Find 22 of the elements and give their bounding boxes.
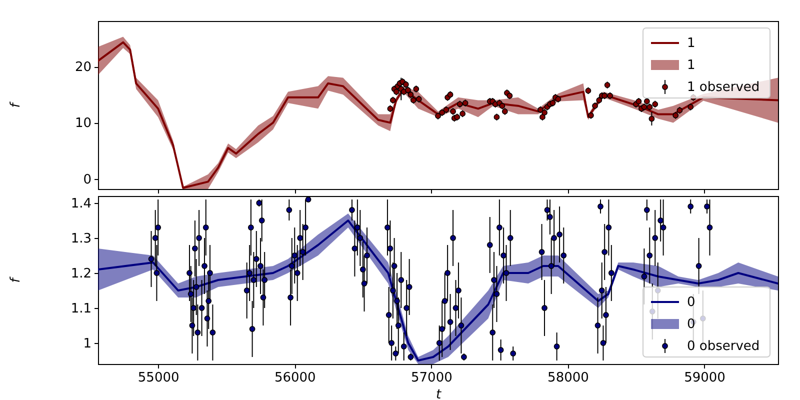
y-axis-title: f xyxy=(8,276,24,283)
text: 1 xyxy=(687,58,696,73)
y-tick-label: 0 xyxy=(83,172,92,188)
x-tick-label: 59000 xyxy=(684,370,726,386)
legend-label: 0 observed xyxy=(687,339,760,354)
legend-label: 1 observed xyxy=(687,80,760,95)
y-tick-label: 20 xyxy=(74,60,92,76)
legend-label: 0 xyxy=(687,295,696,310)
y-tick-label: 1.2 xyxy=(70,266,92,282)
x-tick-label: 55000 xyxy=(138,370,180,386)
x-tick-label: 58000 xyxy=(548,370,589,386)
x-tick-label: 56000 xyxy=(274,370,316,386)
y-axis-title: f xyxy=(8,100,24,108)
y-tick-label: 1.4 xyxy=(70,196,92,212)
y-tick-label: 1.3 xyxy=(70,232,92,246)
legend-label: 1 xyxy=(687,36,696,51)
text: 0 xyxy=(687,317,696,332)
y-tick-label: 1.1 xyxy=(70,302,92,316)
y-tick-label: 10 xyxy=(74,116,92,132)
y-tick-label: 1 xyxy=(83,336,92,352)
x-tick-label: 57000 xyxy=(410,370,452,386)
x-axis-title: t xyxy=(436,388,442,400)
